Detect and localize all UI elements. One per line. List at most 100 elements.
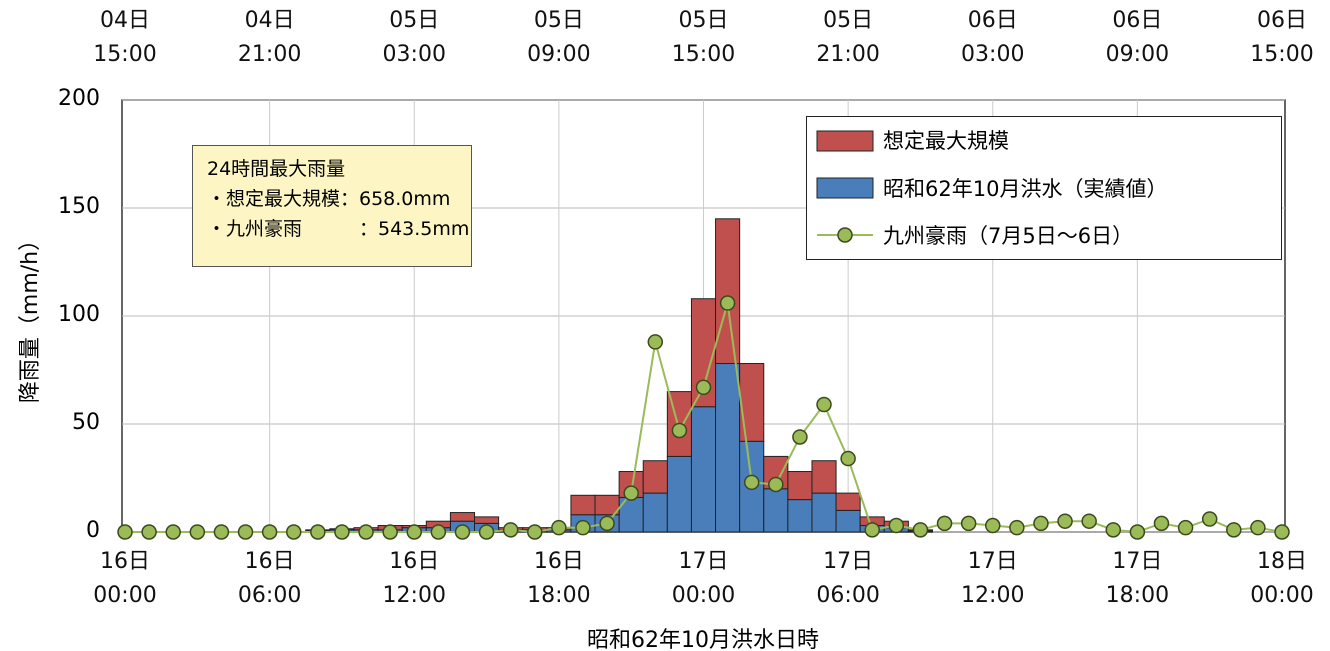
bar (474, 516, 500, 524)
marker (237, 524, 254, 540)
marker (936, 515, 953, 532)
marker (1129, 524, 1146, 540)
legend-key (816, 130, 874, 152)
marker (454, 524, 471, 540)
x-tick-label: 17日 00:00 (671, 549, 736, 608)
marker (1153, 515, 1170, 532)
bar (763, 488, 789, 533)
marker (141, 524, 157, 540)
x2-tick-label: 06日 15:00 (1250, 8, 1314, 67)
x2-tick-label: 04日 21:00 (237, 8, 302, 67)
x-tick-label: 17日 18:00 (1105, 549, 1170, 608)
marker (430, 524, 447, 540)
legend-key (837, 227, 853, 243)
bar (811, 492, 837, 533)
y-tick-label: 150 (58, 194, 100, 219)
marker (165, 524, 181, 540)
x-tick-label: 16日 18:00 (527, 549, 591, 608)
bar (835, 509, 861, 533)
marker (743, 474, 760, 491)
marker (1226, 522, 1242, 538)
marker (551, 519, 567, 536)
marker (406, 524, 422, 540)
y-tick-label: 50 (72, 410, 100, 435)
x-tick-label: 16日 06:00 (237, 549, 302, 608)
marker (261, 524, 278, 540)
bar (835, 492, 861, 511)
x-tick-label: 18日 00:00 (1250, 549, 1314, 608)
marker (888, 517, 905, 534)
marker (502, 522, 519, 538)
marker (768, 476, 784, 493)
bar (594, 494, 620, 516)
marker (695, 379, 712, 396)
x-tick-label: 17日 12:00 (961, 549, 1025, 608)
marker (1057, 513, 1073, 529)
bar (449, 512, 476, 522)
marker (358, 524, 374, 540)
marker (623, 485, 639, 501)
marker (575, 519, 591, 536)
legend-key (816, 177, 874, 199)
marker (1105, 522, 1122, 538)
marker (1250, 519, 1266, 536)
marker (189, 524, 206, 540)
bar (690, 406, 717, 533)
marker (1177, 519, 1194, 536)
legend-keys (816, 130, 874, 243)
marker (1201, 511, 1218, 527)
bar (787, 499, 813, 533)
bar (715, 363, 741, 533)
bar (570, 494, 596, 516)
x-tick-label: 16日 00:00 (93, 549, 157, 608)
legend-label: 昭和62年10月洪水（実績値） (883, 177, 1168, 201)
marker (840, 450, 856, 467)
y-tick-label: 100 (58, 302, 100, 327)
marker (117, 524, 133, 540)
marker (1081, 513, 1097, 529)
marker (599, 515, 615, 532)
x2-tick-label: 05日 21:00 (816, 8, 880, 67)
annotation: 24時間最大雨量 (207, 158, 346, 180)
marker (334, 524, 350, 540)
x2-tick-label: 04日 15:00 (93, 8, 157, 67)
legend-label: 想定最大規模 (883, 129, 1009, 153)
marker (912, 522, 929, 538)
x-axis-label: 昭和62年10月洪水日時 (587, 628, 819, 651)
annotation: ・九州豪雨 ：543.5mm (207, 218, 470, 240)
marker (1033, 515, 1049, 532)
bar (642, 492, 668, 533)
marker (671, 422, 688, 439)
x2-tick-label: 06日 03:00 (961, 8, 1025, 67)
bar (715, 218, 741, 365)
marker (719, 295, 736, 311)
legend-label: 九州豪雨（7月5日～6日） (883, 224, 1134, 248)
marker (213, 524, 230, 540)
x2-tick-label: 05日 15:00 (671, 8, 736, 67)
marker (985, 517, 1001, 534)
x2-tick-label: 05日 03:00 (382, 8, 446, 67)
bar (787, 471, 813, 501)
marker (816, 396, 832, 413)
bar (642, 460, 668, 494)
marker (792, 429, 808, 445)
y-tick-label: 200 (58, 86, 100, 111)
x-tick-label: 16日 12:00 (382, 549, 446, 608)
marker (864, 522, 880, 538)
x2-tick-label: 06日 09:00 (1105, 8, 1170, 67)
marker (382, 524, 398, 540)
marker (1009, 519, 1025, 536)
marker (527, 524, 543, 540)
marker (647, 334, 664, 350)
annotation-box: 24時間最大雨量・想定最大規模：658.0mm ・九州豪雨 ：543.5mm (192, 145, 472, 267)
bar (811, 460, 837, 494)
marker (310, 524, 326, 540)
marker (478, 524, 495, 540)
x2-tick-label: 05日 09:00 (527, 8, 591, 67)
y-tick-label: 0 (86, 518, 100, 543)
bar (739, 363, 765, 442)
marker (960, 515, 977, 532)
marker (1274, 524, 1290, 540)
annotation: ・想定最大規模：658.0mm (207, 188, 451, 210)
